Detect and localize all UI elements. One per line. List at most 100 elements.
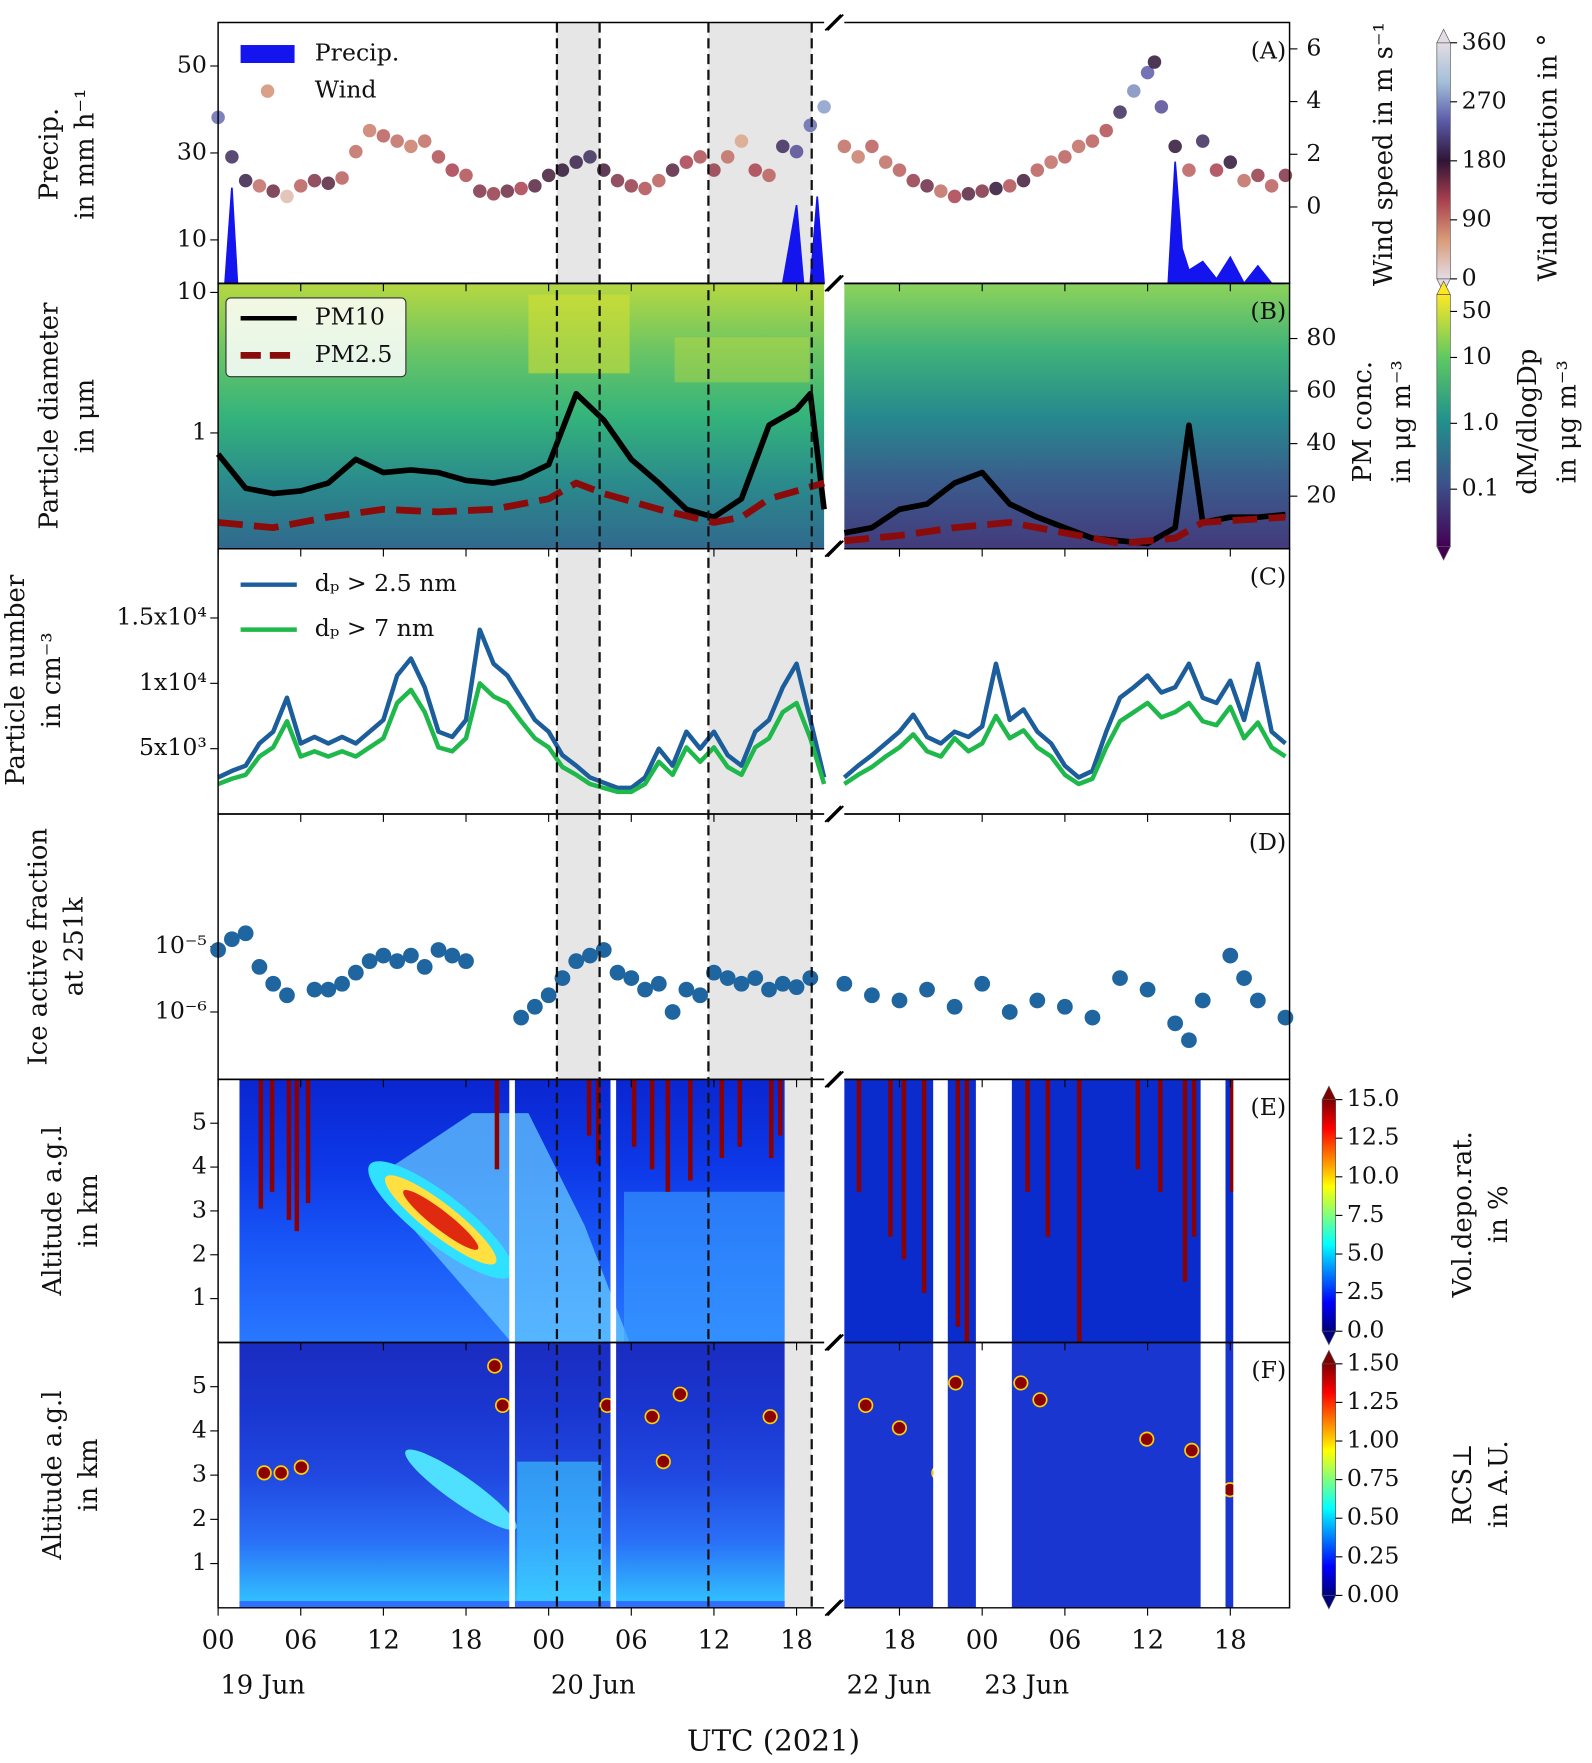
point: [1249, 992, 1266, 1009]
heatmap-cell: [858, 1397, 874, 1414]
point: [919, 981, 935, 998]
date-label: 19 Jun: [220, 1670, 305, 1700]
y-tick-label: 3: [192, 1195, 207, 1223]
data-gap: [784, 1079, 812, 1608]
point: [1147, 55, 1162, 69]
y-tick-label: 1: [192, 417, 207, 445]
point: [583, 150, 597, 164]
point: [817, 100, 831, 114]
point: [706, 964, 722, 981]
point: [1264, 179, 1279, 193]
point: [609, 964, 626, 981]
axis-break: [824, 540, 844, 558]
axis-break: [824, 14, 844, 32]
y2-tick-label: 4: [1306, 86, 1321, 114]
heatmap-cell: [975, 1079, 1012, 1608]
heatmap-cell: [256, 1465, 272, 1481]
point: [1167, 1015, 1184, 1032]
colorbar-tick-label: 2.5: [1347, 1277, 1385, 1305]
panel-label: (E): [1251, 1093, 1287, 1121]
panel-label: (A): [1251, 36, 1286, 64]
point: [306, 981, 323, 998]
x-tick-label: 12: [697, 1626, 730, 1656]
colorbar: [1436, 42, 1451, 280]
heatmap-cell: [1229, 1079, 1235, 1192]
point: [458, 953, 474, 970]
legend-label: dₚ > 7 nm: [315, 614, 434, 642]
point: [788, 979, 805, 996]
y-axis-label: in cm⁻³: [37, 632, 67, 728]
line: [842, 661, 1287, 780]
point: [416, 959, 433, 975]
heatmap-cell: [509, 1079, 515, 1608]
y2-tick-label: 6: [1306, 33, 1321, 61]
y-axis-label: in km: [74, 1438, 104, 1511]
point: [920, 179, 934, 193]
y2-axis-label: PM conc.: [1348, 361, 1378, 482]
point: [347, 964, 364, 981]
colorbar-label: Wind direction in °: [1533, 34, 1563, 282]
y-tick-label: 4: [192, 1415, 207, 1443]
point: [376, 129, 391, 143]
point: [719, 970, 736, 986]
y2-tick-label: 80: [1306, 323, 1336, 351]
point: [1084, 1009, 1101, 1026]
point: [265, 975, 282, 992]
heatmap-cell: [631, 1079, 637, 1147]
x-tick-label: 06: [1048, 1626, 1081, 1656]
heatmap-cell: [1225, 1342, 1234, 1608]
line: [844, 513, 1286, 547]
heatmap-cell: [1032, 1392, 1048, 1408]
y-tick-label: 1.5x10⁴: [116, 602, 206, 630]
colorbar: [1436, 294, 1451, 547]
heatmap-cell: [933, 1079, 948, 1608]
heatmap-cell: [1025, 1079, 1030, 1192]
line: [217, 681, 827, 795]
heatmap-cell: [623, 1191, 785, 1343]
point: [720, 150, 735, 164]
y2-tick-label: 40: [1306, 428, 1336, 456]
point: [225, 150, 239, 164]
point: [1223, 155, 1238, 169]
y-tick-label: 4: [192, 1152, 207, 1180]
point: [1071, 139, 1086, 154]
point: [568, 953, 585, 970]
line: [217, 627, 827, 791]
point: [851, 150, 865, 164]
point: [776, 139, 790, 154]
heatmap-cell: [1184, 1442, 1200, 1458]
legend-label: Precip.: [315, 39, 400, 67]
legend-label: PM2.5: [315, 340, 393, 368]
point: [1058, 150, 1072, 164]
point: [802, 970, 819, 986]
colorbar-tick-label: 1.25: [1347, 1387, 1400, 1415]
point: [1127, 84, 1141, 98]
heatmap-cell: [674, 337, 810, 383]
colorbar-label: in %: [1484, 1185, 1514, 1243]
point: [1209, 163, 1224, 177]
point: [1057, 998, 1073, 1015]
heatmap-cell: [487, 1358, 503, 1374]
heatmap-cell: [1200, 1079, 1226, 1608]
heatmap-cell: [649, 1079, 655, 1170]
point: [707, 163, 721, 177]
point: [361, 953, 378, 970]
heatmap-cell: [528, 294, 630, 374]
y-tick-label: 5: [192, 1108, 207, 1136]
point: [734, 134, 749, 148]
colorbar: [1321, 1099, 1336, 1332]
y2-axis-label: in μg m⁻³: [1387, 360, 1417, 483]
point: [1251, 168, 1265, 183]
heatmap-cell: [286, 1079, 292, 1220]
legend-label: PM10: [315, 303, 385, 331]
point: [733, 975, 750, 992]
colorbar-tick-label: 90: [1462, 204, 1492, 232]
point: [836, 975, 853, 992]
y-tick-label: 30: [177, 137, 207, 165]
point: [664, 1004, 681, 1020]
point: [280, 189, 294, 204]
axis-break: [824, 1333, 844, 1351]
point: [803, 118, 818, 133]
point: [238, 173, 253, 188]
